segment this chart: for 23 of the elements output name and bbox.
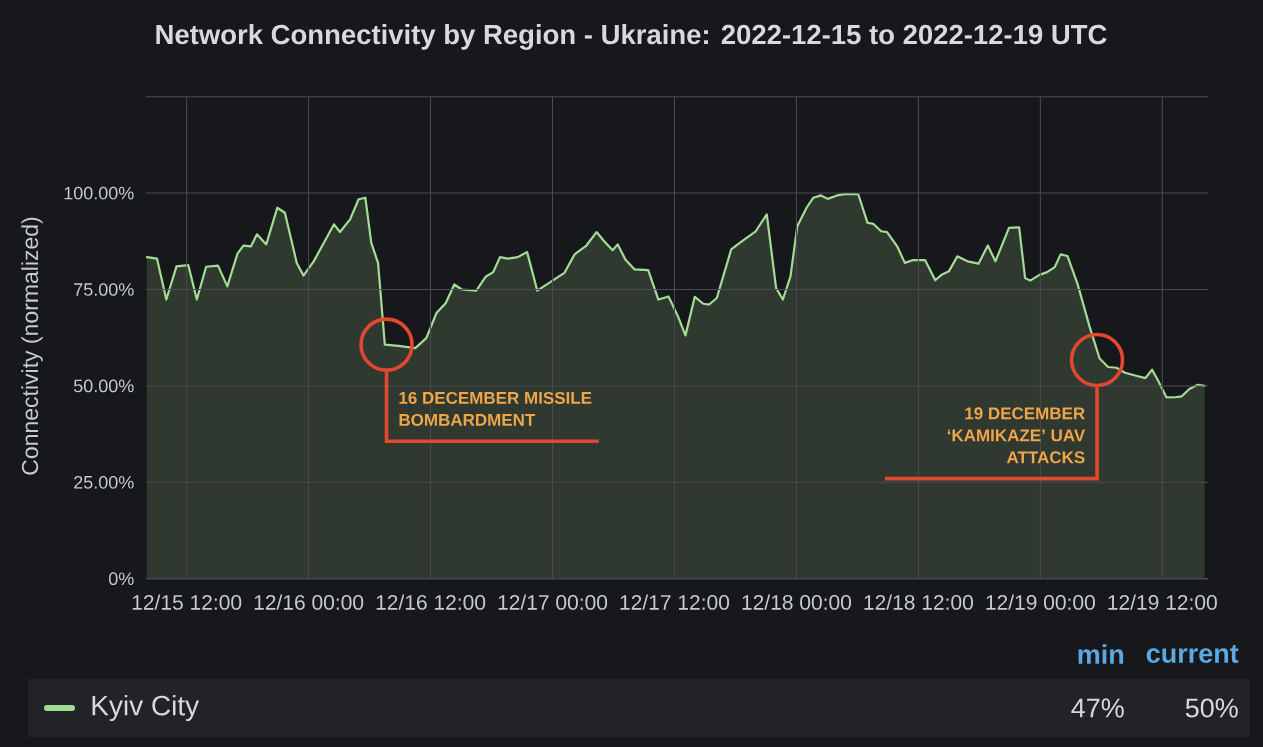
text: current (1146, 645, 1239, 663)
x-tick-label: 12/18 00:00 (742, 594, 852, 610)
x-tick-label: 12/18 12:00 (864, 594, 973, 610)
x-tick-label: 12/16 00:00 (254, 594, 364, 610)
y-tick-label: 25.00% (74, 475, 134, 489)
annotation: 16 DECEMBER MISSILE BOMBARDMENT (399, 391, 592, 426)
x-tick-label: 12/19 12:00 (1108, 594, 1217, 610)
x-tick-label: 12/17 12:00 (620, 594, 730, 610)
x-tick-label: 12/15 12:00 (132, 594, 242, 610)
text: 50% (1185, 698, 1238, 718)
x-tick-label: 12/17 00:00 (498, 594, 608, 610)
y-axis-title: Connectivity (normalized) (21, 217, 43, 475)
y-tick-label: 50.00% (73, 379, 134, 393)
x-tick-label: 12/19 00:00 (986, 594, 1095, 610)
chart-title: Network Connectivity by Region - Ukraine: 2022-12-15 to 2022-12-19 UTC (156, 24, 1107, 50)
x-tick-label: 12/16 12:00 (376, 594, 486, 610)
legend-label: Kyiv City (92, 694, 200, 722)
text: min (1078, 644, 1124, 664)
y-tick-label: 0% (108, 572, 134, 586)
y-tick-label: 75.00% (74, 283, 134, 296)
text: 47% (1071, 698, 1124, 718)
y-tick-label: 100.00% (64, 186, 134, 200)
annotation: 19 DECEMBER ‘KAMIKAZE’ UAV ATTACKS (947, 407, 1086, 464)
